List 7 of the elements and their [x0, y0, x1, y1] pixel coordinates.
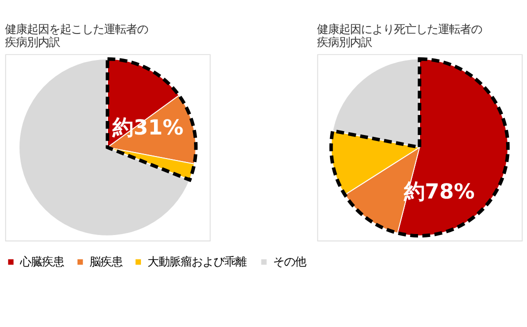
legend-label: 脳疾患 [89, 255, 122, 268]
chart-title: 健康起因を起こした運転者の疾病別内訳 [5, 22, 148, 49]
chart-title: 健康起因により死亡した運転者の疾病別内訳 [317, 22, 482, 49]
legend-label: 心臓疾患 [18, 255, 64, 268]
legend-label: その他 [273, 255, 306, 268]
text: 約31% [112, 115, 184, 140]
legend-label: 大動脈瘤および乖離 [147, 255, 246, 268]
